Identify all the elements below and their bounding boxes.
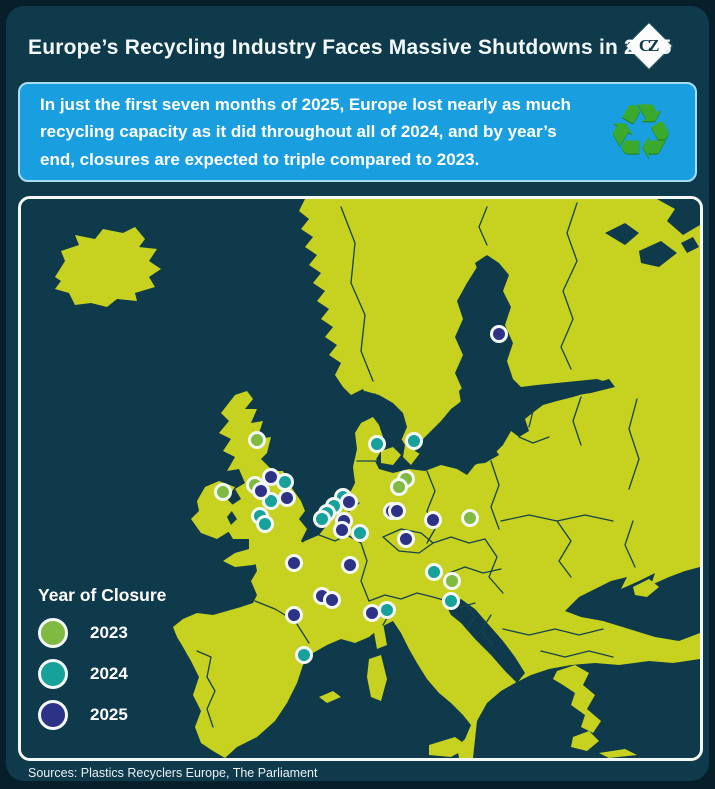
land-corsica: [373, 623, 387, 649]
sea-white-sea: [657, 199, 700, 235]
land-zealand: [381, 447, 401, 465]
islands-peninsulas: [319, 579, 659, 758]
legend-swatch-2024: [38, 659, 68, 689]
header: Europe’s Recycling Industry Faces Massiv…: [22, 22, 693, 78]
page-title: Europe’s Recycling Industry Faces Massiv…: [28, 36, 672, 59]
closure-dot-2025: [388, 502, 406, 520]
closure-dot-2024: [313, 510, 331, 528]
closure-dot-2025: [341, 556, 359, 574]
land-crete: [599, 749, 637, 758]
closure-dot-2024: [442, 592, 460, 610]
sea-skagerrak-kattegat: [351, 391, 407, 441]
country-borders: [196, 202, 640, 728]
lake-3: [681, 237, 699, 253]
closure-dot-2025: [397, 530, 415, 548]
sea-gulf-of-bothnia: [455, 261, 497, 393]
cz-logo-text: CZ: [638, 36, 657, 55]
recycling-icon: ♻: [606, 87, 675, 176]
closure-dot-2024: [405, 432, 423, 450]
cz-logo: CZ: [626, 23, 672, 69]
legend-item-2023: 2023: [38, 618, 166, 648]
closure-dot-2023: [390, 478, 408, 496]
land-sicily: [429, 737, 469, 757]
closure-dot-2024: [295, 646, 313, 664]
closure-dot-2023: [443, 572, 461, 590]
lake-2: [639, 241, 677, 267]
inner-seas: [225, 199, 700, 758]
land-crimea: [633, 579, 659, 597]
closure-dot-2025: [323, 591, 341, 609]
map-legend: Year of Closure 2023 2024 2025: [38, 585, 166, 741]
land-balearics: [319, 691, 341, 703]
legend-item-2025: 2025: [38, 700, 166, 730]
sea-adriatic: [447, 599, 525, 683]
sea-baltic: [415, 393, 499, 465]
closure-dot-2025: [252, 482, 270, 500]
sea-gulf-of-finland: [499, 379, 615, 411]
legend-label-2023: 2023: [90, 623, 128, 642]
closure-dot-2024: [425, 563, 443, 581]
lake-1: [605, 223, 639, 245]
closure-dot-2024: [368, 435, 386, 453]
summary-text: In just the first seven months of 2025, …: [40, 95, 571, 169]
closure-dots: [214, 325, 508, 664]
sea-west-mediterranean: [225, 621, 471, 758]
closure-dot-2025: [363, 604, 381, 622]
closure-dot-2023: [248, 431, 266, 449]
legend-title: Year of Closure: [38, 585, 167, 605]
closure-dot-2024: [256, 515, 274, 533]
legend-swatch-2025: [38, 700, 68, 730]
closure-dot-2023: [461, 509, 479, 527]
legend-label-2024: 2024: [90, 664, 128, 683]
closure-dot-2023: [214, 483, 232, 501]
closure-dot-2025: [278, 489, 296, 507]
closure-dot-2025: [424, 511, 442, 529]
closure-dot-2025: [285, 606, 303, 624]
closure-dot-2025: [340, 493, 358, 511]
closure-dot-2024: [378, 601, 396, 619]
land-iceland: [55, 227, 161, 307]
land-peloponnese: [571, 731, 599, 751]
closure-dot-2024: [351, 524, 369, 542]
infographic-card: Europe’s Recycling Industry Faces Massiv…: [6, 6, 709, 781]
land-sardinia: [367, 655, 387, 701]
sources-note: Sources: Plastics Recyclers Europe, The …: [28, 766, 318, 780]
closure-dot-2025: [490, 325, 508, 343]
closure-dot-2025: [333, 521, 351, 539]
land-mainland: [173, 199, 700, 758]
legend-label-2025: 2025: [90, 705, 128, 724]
sea-black-sea: [565, 567, 700, 641]
legend-swatch-2023: [38, 618, 68, 648]
europe-map: [21, 199, 700, 758]
summary-callout: In just the first seven months of 2025, …: [18, 82, 697, 182]
closure-dot-2025: [262, 468, 280, 486]
europe-map-panel: Year of Closure 2023 2024 2025: [18, 196, 703, 761]
legend-item-2024: 2024: [38, 659, 166, 689]
closure-dot-2025: [285, 554, 303, 572]
land-greece: [553, 665, 601, 733]
